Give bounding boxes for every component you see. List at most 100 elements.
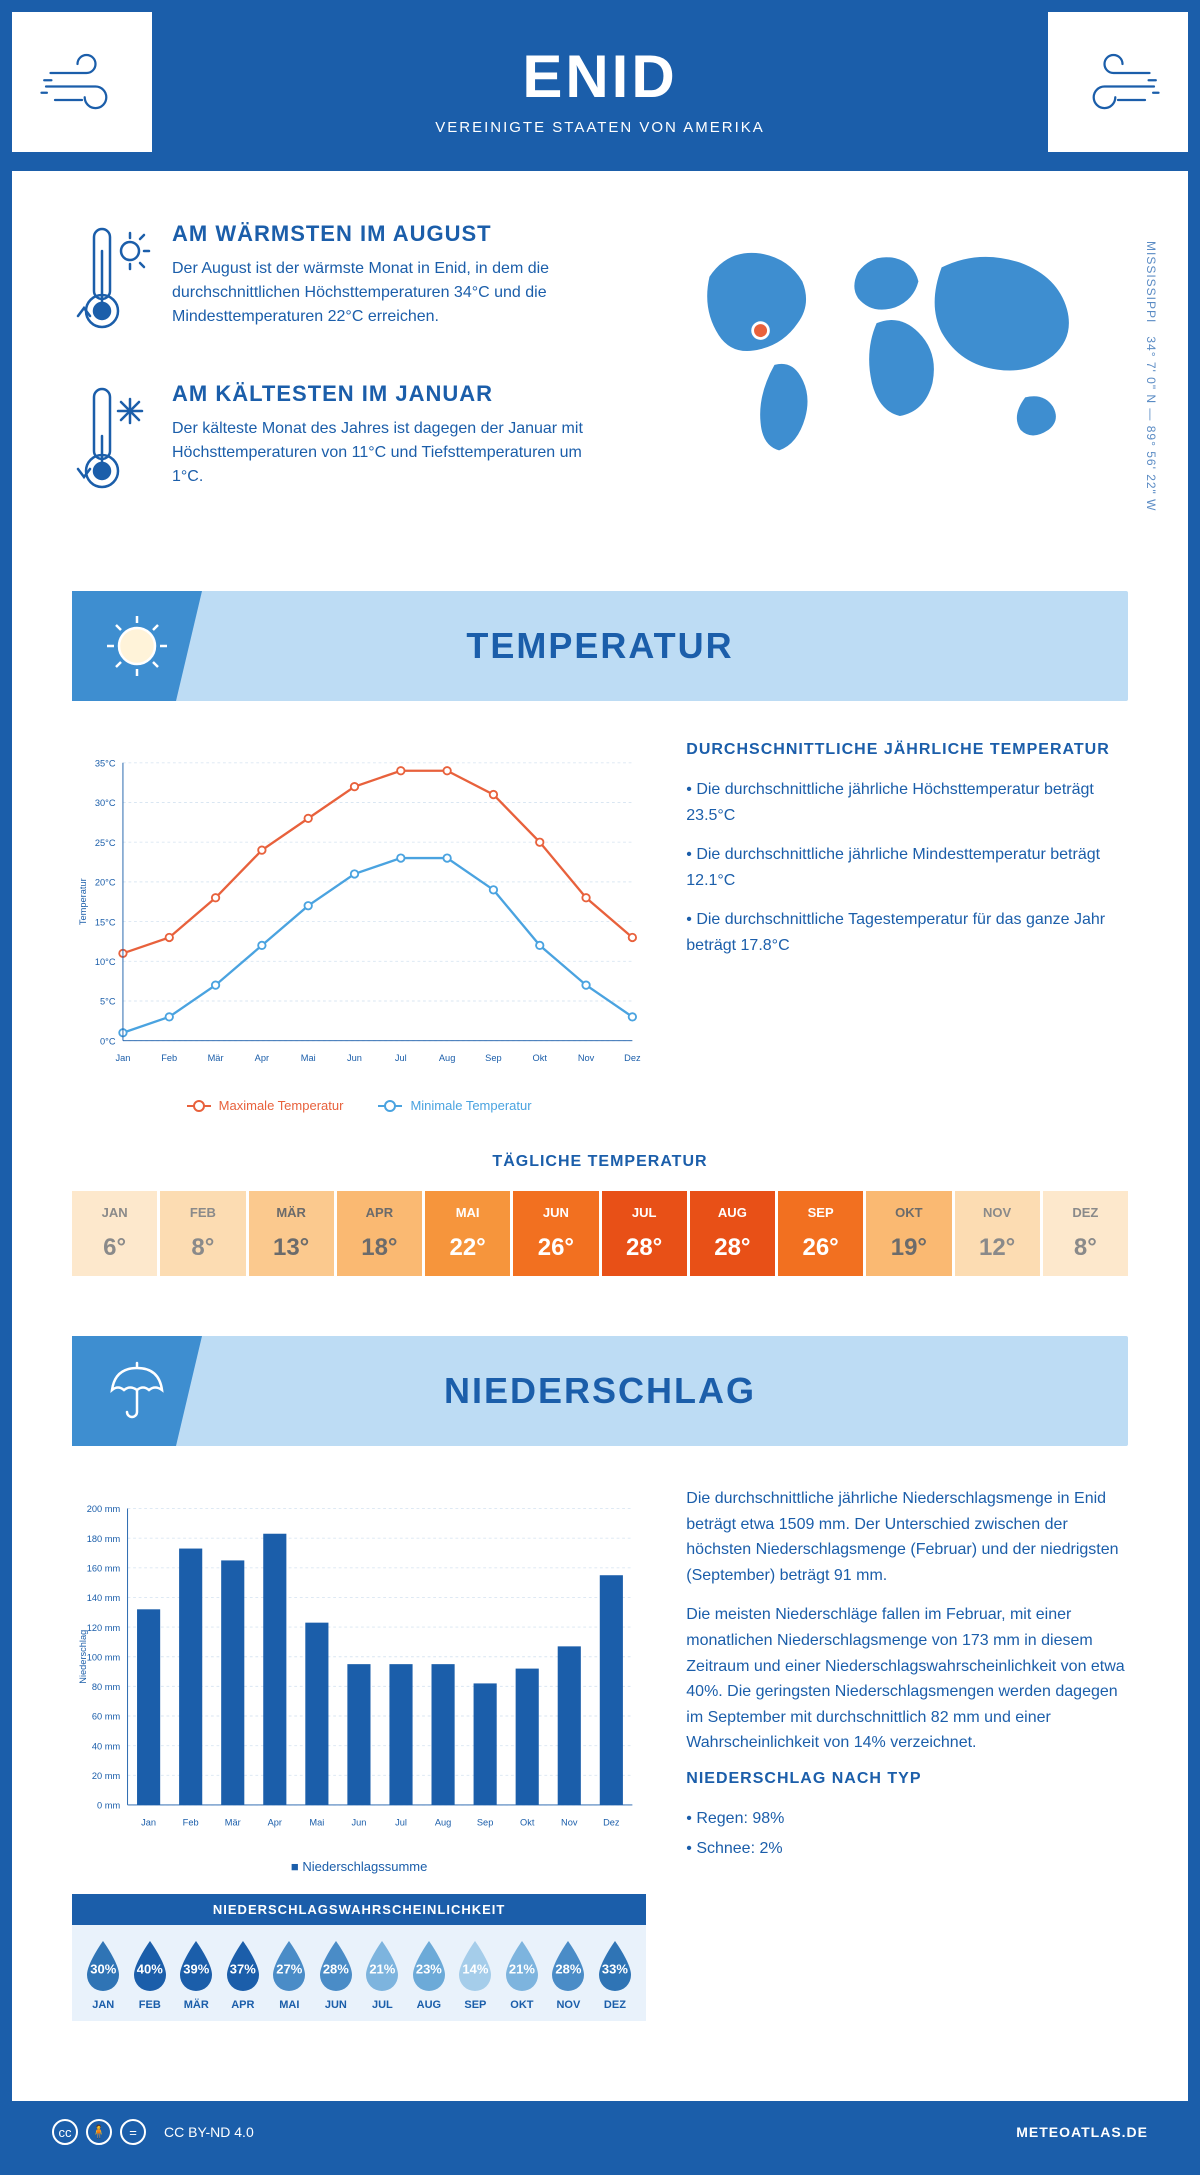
svg-text:40 mm: 40 mm	[92, 1741, 121, 1751]
precipitation-bar-chart: 0 mm20 mm40 mm60 mm80 mm100 mm120 mm140 …	[72, 1486, 646, 1846]
precip-p2: Die meisten Niederschläge fallen im Febr…	[686, 1602, 1128, 1756]
coldest-text: Der kälteste Monat des Jahres ist dagege…	[172, 417, 604, 489]
precip-info: Die durchschnittliche jährliche Niedersc…	[686, 1486, 1128, 1875]
svg-text:25°C: 25°C	[95, 838, 116, 848]
section-title: TEMPERATUR	[466, 625, 733, 667]
svg-text:Feb: Feb	[161, 1053, 177, 1063]
temperature-chart-box: 0°C5°C10°C15°C20°C25°C30°C35°CJanFebMärA…	[72, 741, 646, 1113]
city-name: ENID	[12, 42, 1188, 111]
raindrop-icon: 21%	[500, 1939, 544, 1993]
daily-temp-title: TÄGLICHE TEMPERATUR	[72, 1153, 1128, 1171]
svg-text:Okt: Okt	[533, 1053, 548, 1063]
precip-chart-column: 0 mm20 mm40 mm60 mm80 mm100 mm120 mm140 …	[72, 1486, 646, 2021]
world-map-column: MISSISSIPPI 34° 7' 0" N — 89° 56' 22" W	[644, 221, 1128, 541]
svg-text:10°C: 10°C	[95, 957, 116, 967]
coldest-block: AM KÄLTESTEN IM JANUAR Der kälteste Mona…	[72, 381, 604, 506]
sun-icon	[72, 591, 202, 701]
svg-text:30°C: 30°C	[95, 798, 116, 808]
precip-p1: Die durchschnittliche jährliche Niedersc…	[686, 1486, 1128, 1588]
daily-cell: APR18°	[337, 1191, 422, 1276]
world-map-icon	[644, 221, 1128, 481]
legend-min: Minimale Temperatur	[410, 1098, 531, 1113]
prob-cell: 33% DEZ	[592, 1939, 639, 2011]
svg-text:0°C: 0°C	[100, 1036, 116, 1046]
svg-text:Dez: Dez	[603, 1817, 620, 1827]
svg-text:Jun: Jun	[347, 1053, 362, 1063]
svg-text:Niederschlag: Niederschlag	[78, 1630, 88, 1684]
precip-type-title: NIEDERSCHLAG NACH TYP	[686, 1770, 1128, 1788]
daily-temp-grid: JAN6°FEB8°MÄR13°APR18°MAI22°JUN26°JUL28°…	[72, 1191, 1128, 1276]
footer: cc 🧍 = CC BY-ND 4.0 METEOATLAS.DE	[12, 2101, 1188, 2163]
prob-cell: 14% SEP	[452, 1939, 499, 2011]
probability-header: NIEDERSCHLAGSWAHRSCHEINLICHKEIT	[72, 1894, 646, 1925]
temp-info-title: DURCHSCHNITTLICHE JÄHRLICHE TEMPERATUR	[686, 741, 1128, 759]
svg-text:20 mm: 20 mm	[92, 1771, 121, 1781]
header-corner-right	[1048, 12, 1188, 152]
daily-cell: JAN6°	[72, 1191, 157, 1276]
raindrop-icon: 14%	[453, 1939, 497, 1993]
thermometer-sun-icon	[72, 221, 152, 346]
daily-cell: FEB8°	[160, 1191, 245, 1276]
raindrop-icon: 40%	[128, 1939, 172, 1993]
license-text: CC BY-ND 4.0	[164, 2124, 254, 2140]
summary-text-column: AM WÄRMSTEN IM AUGUST Der August ist der…	[72, 221, 604, 541]
svg-text:Jul: Jul	[395, 1053, 407, 1063]
svg-text:Jul: Jul	[395, 1817, 407, 1827]
prob-cell: 39% MÄR	[173, 1939, 220, 2011]
header-corner-left	[12, 12, 152, 152]
temperature-line-chart: 0°C5°C10°C15°C20°C25°C30°C35°CJanFebMärA…	[72, 741, 646, 1081]
header: ENID VEREINIGTE STAATEN VON AMERIKA	[12, 12, 1188, 171]
temperature-row: 0°C5°C10°C15°C20°C25°C30°C35°CJanFebMärA…	[72, 741, 1128, 1113]
daily-cell: JUL28°	[602, 1191, 687, 1276]
daily-cell: MÄR13°	[249, 1191, 334, 1276]
raindrop-icon: 21%	[360, 1939, 404, 1993]
raindrop-icon: 33%	[593, 1939, 637, 1993]
svg-text:Mai: Mai	[309, 1817, 324, 1827]
nd-icon: =	[120, 2119, 146, 2145]
section-header-temperature: TEMPERATUR	[72, 591, 1128, 701]
svg-text:120 mm: 120 mm	[87, 1623, 121, 1633]
section-title: NIEDERSCHLAG	[444, 1370, 756, 1412]
prob-cell: 28% NOV	[545, 1939, 592, 2011]
temp-info-b3: • Die durchschnittliche Tagestemperatur …	[686, 907, 1128, 958]
prob-cell: 21% JUL	[359, 1939, 406, 2011]
prob-cell: 37% APR	[220, 1939, 267, 2011]
prob-cell: 30% JAN	[80, 1939, 127, 2011]
svg-text:180 mm: 180 mm	[87, 1534, 121, 1544]
svg-text:200 mm: 200 mm	[87, 1504, 121, 1514]
svg-text:Okt: Okt	[520, 1817, 535, 1827]
svg-text:Temperatur: Temperatur	[78, 878, 88, 925]
svg-text:Jan: Jan	[141, 1817, 156, 1827]
svg-text:Dez: Dez	[624, 1053, 641, 1063]
raindrop-icon: 37%	[221, 1939, 265, 1993]
daily-cell: JUN26°	[513, 1191, 598, 1276]
daily-cell: SEP26°	[778, 1191, 863, 1276]
svg-text:20°C: 20°C	[95, 878, 116, 888]
prob-cell: 28% JUN	[313, 1939, 360, 2011]
svg-text:140 mm: 140 mm	[87, 1593, 121, 1603]
svg-text:Mär: Mär	[208, 1053, 224, 1063]
daily-cell: MAI22°	[425, 1191, 510, 1276]
prob-cell: 27% MAI	[266, 1939, 313, 2011]
umbrella-icon	[72, 1336, 202, 1446]
coordinates: MISSISSIPPI 34° 7' 0" N — 89° 56' 22" W	[1144, 241, 1158, 511]
raindrop-icon: 27%	[267, 1939, 311, 1993]
temp-info-b2: • Die durchschnittliche jährliche Mindes…	[686, 842, 1128, 893]
daily-cell: AUG28°	[690, 1191, 775, 1276]
license-block: cc 🧍 = CC BY-ND 4.0	[52, 2119, 254, 2145]
prob-cell: 23% AUG	[406, 1939, 453, 2011]
prob-cell: 40% FEB	[127, 1939, 174, 2011]
svg-text:Aug: Aug	[439, 1053, 455, 1063]
raindrop-icon: 28%	[546, 1939, 590, 1993]
svg-text:15°C: 15°C	[95, 917, 116, 927]
svg-text:Feb: Feb	[183, 1817, 199, 1827]
country-name: VEREINIGTE STAATEN VON AMERIKA	[12, 119, 1188, 136]
section-header-precipitation: NIEDERSCHLAG	[72, 1336, 1128, 1446]
svg-text:Apr: Apr	[268, 1817, 282, 1827]
summary-row: AM WÄRMSTEN IM AUGUST Der August ist der…	[72, 221, 1128, 541]
probability-grid: 30% JAN 40% FEB 39% MÄR 37% APR	[72, 1925, 646, 2021]
site-name: METEOATLAS.DE	[1016, 2124, 1148, 2140]
svg-text:Apr: Apr	[255, 1053, 269, 1063]
svg-text:Nov: Nov	[578, 1053, 595, 1063]
cc-icon: cc	[52, 2119, 78, 2145]
